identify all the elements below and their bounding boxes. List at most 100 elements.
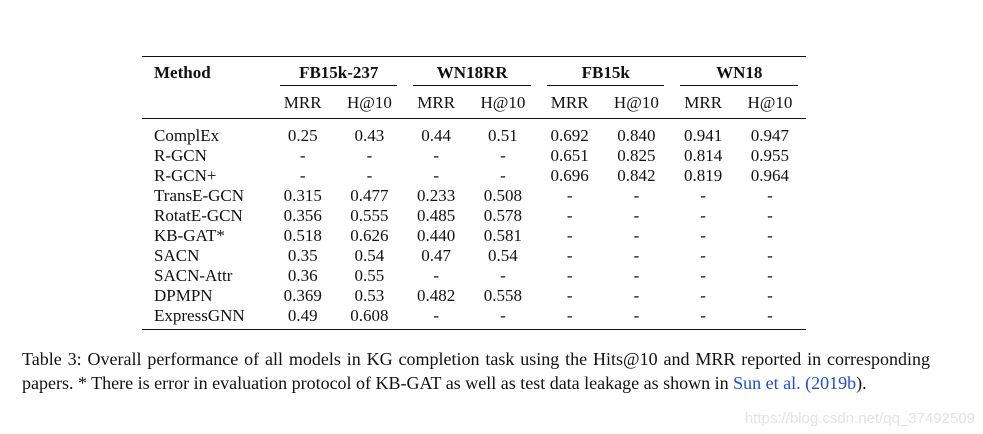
value-cell: 0.964 — [750, 166, 790, 185]
value-cell: 0.55 — [354, 266, 385, 285]
method-cell: R-GCN — [154, 146, 207, 165]
value-cell: - — [366, 166, 373, 185]
value-cell: 0.477 — [350, 186, 389, 205]
table-row: R-GCN+ - - - - 0.696 0.842 0.819 0.964 — [142, 166, 806, 186]
table-row: SACN 0.35 0.54 0.47 0.54 - - - - — [142, 246, 806, 266]
citation-close: ). — [856, 373, 867, 393]
value-cell: 0.36 — [287, 266, 318, 285]
header-row-datasets: Method FB15k-237 WN18RR FB15k WN18 — [142, 56, 806, 88]
group-header-fb15k: FB15k — [538, 56, 673, 88]
table-row: SACN-Attr 0.36 0.55 - - - - - - — [142, 266, 806, 286]
value-cell: 0.651 — [550, 146, 589, 165]
value-cell: - — [433, 166, 439, 185]
value-cell: 0.53 — [354, 286, 385, 305]
group-header-wn18rr: WN18RR — [405, 56, 539, 88]
value-cell: - — [767, 246, 773, 265]
value-cell: - — [767, 286, 773, 305]
method-cell: R-GCN+ — [154, 166, 217, 185]
value-cell: - — [700, 286, 706, 305]
citation-open: ( — [800, 373, 812, 393]
citation-link[interactable]: Sun et al. (2019b — [733, 373, 856, 393]
group-header-wn18: WN18 — [672, 56, 806, 88]
citation-year: 2019b — [811, 373, 857, 393]
value-cell: 0.485 — [417, 206, 456, 225]
metric-header: MRR — [538, 88, 601, 119]
value-cell: - — [600, 306, 673, 330]
metric-header: H@10 — [733, 88, 806, 119]
value-cell: - — [405, 306, 467, 330]
value-cell: - — [633, 186, 640, 205]
value-cell: - — [700, 186, 706, 205]
value-cell: 0.578 — [483, 206, 523, 225]
value-cell: 0.555 — [350, 206, 389, 225]
metric-header: H@10 — [600, 88, 673, 119]
value-cell: 0.49 — [272, 306, 334, 330]
value-cell: - — [700, 226, 706, 245]
method-cell: ComplEx — [154, 126, 220, 145]
table-body: ComplEx 0.25 0.43 0.44 0.51 0.692 0.840 0.941 0.… — [142, 119, 806, 330]
value-cell: - — [767, 266, 773, 285]
value-cell: - — [566, 226, 573, 245]
value-cell: - — [566, 206, 573, 225]
value-cell: 0.315 — [283, 186, 322, 205]
table-row: TransE-GCN 0.315 0.477 0.233 0.508 - - - - — [142, 186, 806, 206]
value-cell: - — [767, 206, 773, 225]
value-cell: - — [538, 306, 601, 330]
value-cell: 0.558 — [483, 286, 523, 305]
value-cell: - — [700, 266, 706, 285]
value-cell: 0.233 — [417, 186, 456, 205]
method-cell: SACN — [154, 246, 200, 265]
method-cell: TransE-GCN — [154, 186, 245, 205]
method-cell: SACN-Attr — [154, 266, 233, 285]
value-cell: 0.482 — [417, 286, 456, 305]
value-cell: 0.43 — [354, 126, 385, 145]
value-cell: - — [566, 286, 573, 305]
method-header: Method — [142, 56, 272, 88]
value-cell: - — [767, 186, 773, 205]
value-cell: 0.440 — [417, 226, 456, 245]
value-cell: 0.608 — [333, 306, 406, 330]
header-row-metrics: MRR H@10 MRR H@10 MRR H@10 MRR H@10 — [142, 88, 806, 119]
value-cell: - — [500, 266, 506, 285]
value-cell: 0.44 — [421, 126, 452, 145]
value-cell: - — [566, 246, 573, 265]
table-row: KB-GAT* 0.518 0.626 0.440 0.581 - - - - — [142, 226, 806, 246]
value-cell: 0.814 — [684, 146, 723, 165]
value-cell: 0.35 — [287, 246, 318, 265]
value-cell: 0.54 — [354, 246, 385, 265]
value-cell: - — [433, 146, 439, 165]
value-cell: - — [633, 286, 640, 305]
value-cell: 0.369 — [283, 286, 322, 305]
value-cell: 0.696 — [550, 166, 589, 185]
value-cell: - — [672, 306, 734, 330]
table-row: DPMPN 0.369 0.53 0.482 0.558 - - - - — [142, 286, 806, 306]
value-cell: 0.508 — [483, 186, 523, 205]
metric-header: H@10 — [333, 88, 406, 119]
method-cell: DPMPN — [154, 286, 213, 305]
value-cell: 0.840 — [617, 126, 656, 145]
method-cell: KB-GAT* — [154, 226, 225, 245]
value-cell: - — [700, 206, 706, 225]
value-cell: 0.54 — [488, 246, 518, 265]
value-cell: 0.25 — [287, 126, 318, 145]
table-caption: Table 3: Overall performance of all mode… — [22, 347, 930, 395]
value-cell: 0.518 — [283, 226, 322, 245]
value-cell: - — [366, 146, 373, 165]
value-cell: - — [566, 186, 573, 205]
value-cell: - — [633, 226, 640, 245]
results-table: Method FB15k-237 WN18RR FB15k WN18 MRR H… — [142, 56, 806, 330]
watermark: https://blog.csdn.net/qq_37492509 — [744, 410, 975, 427]
value-cell: - — [767, 226, 773, 245]
value-cell: - — [500, 166, 506, 185]
metric-header: MRR — [405, 88, 467, 119]
metric-header: MRR — [272, 88, 334, 119]
value-cell: 0.51 — [488, 126, 518, 145]
value-cell: - — [299, 166, 306, 185]
value-cell: - — [633, 266, 640, 285]
value-cell: 0.47 — [421, 246, 452, 265]
value-cell: 0.947 — [750, 126, 790, 145]
value-cell: - — [299, 146, 306, 165]
value-cell: - — [466, 306, 539, 330]
value-cell: 0.941 — [684, 126, 723, 145]
method-cell: ExpressGNN — [142, 306, 272, 330]
